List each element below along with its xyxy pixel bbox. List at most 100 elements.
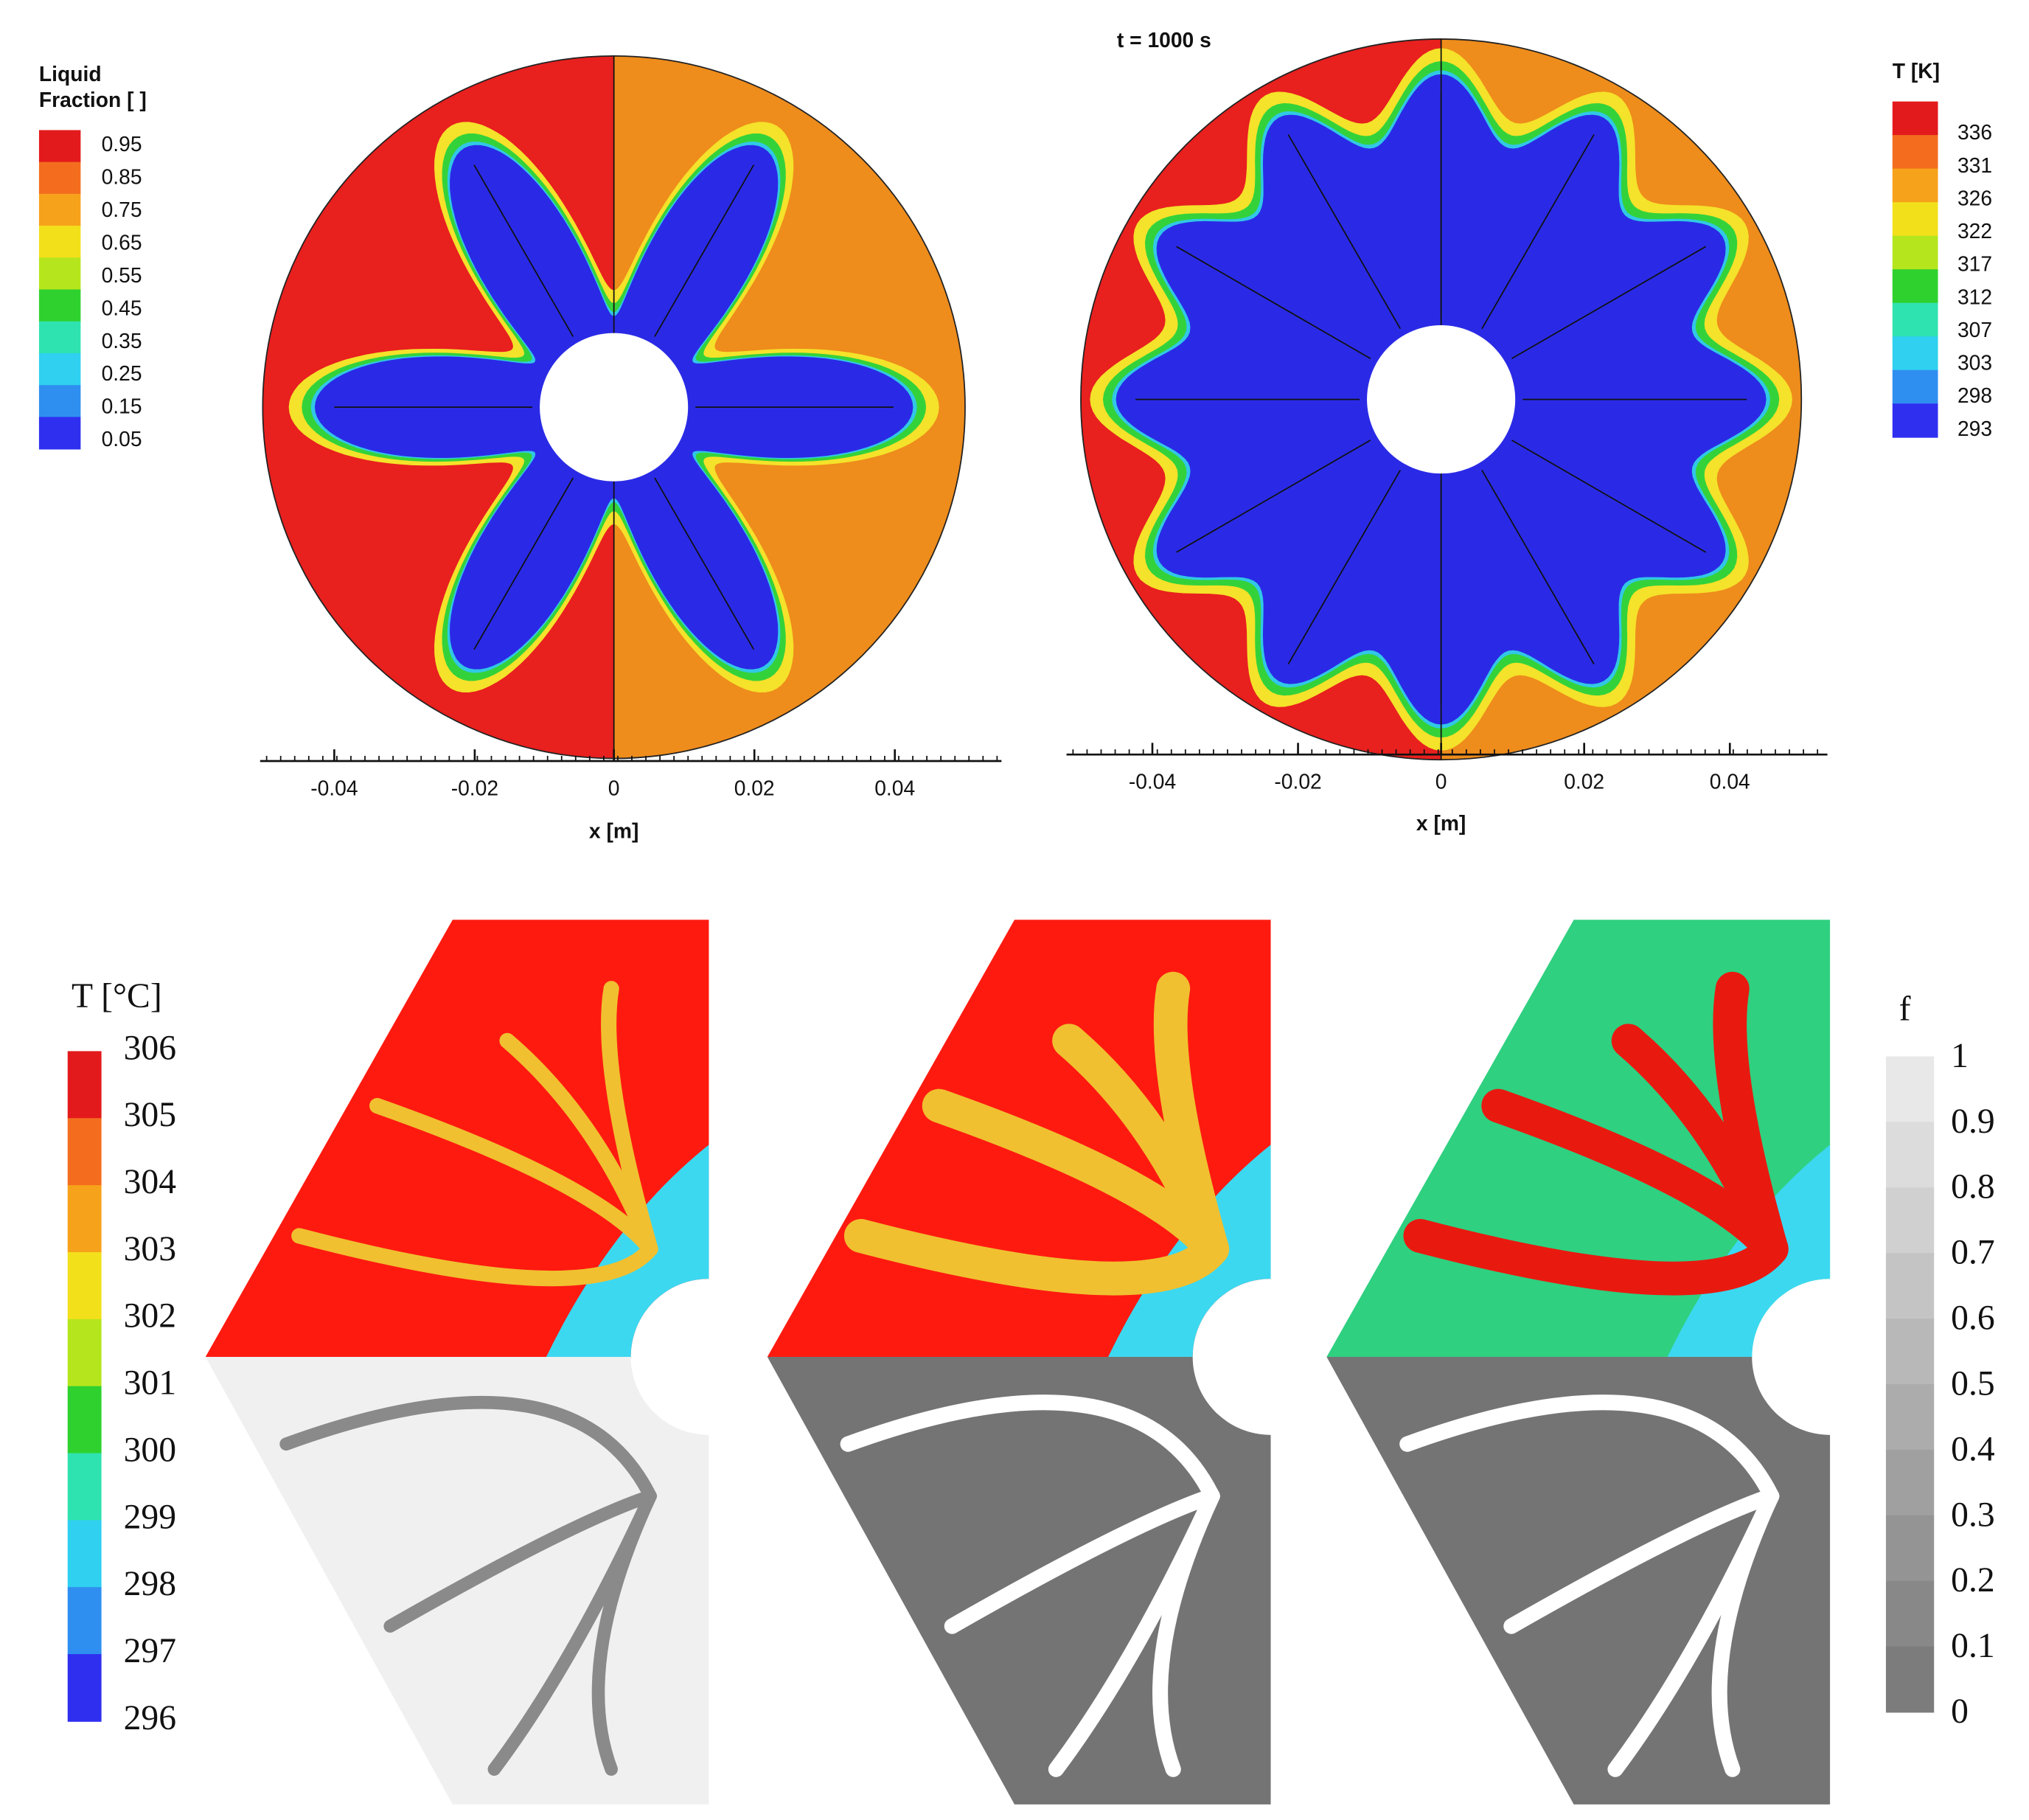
colorbar-label: 306: [124, 1029, 176, 1067]
colorbar-label: 0.45: [102, 296, 142, 319]
x-tick-label: -0.04: [310, 776, 358, 799]
x-tick-label: 0.02: [734, 776, 775, 799]
fin: [473, 164, 574, 337]
branch-fraction: [1503, 1488, 1780, 1634]
x-tick-label: 0.02: [1564, 769, 1604, 793]
colorbar-band: [1885, 1449, 1935, 1516]
colorbar-band: [67, 1251, 102, 1320]
colorbar-band: [1885, 1515, 1935, 1582]
x-tick-label: -0.04: [1129, 769, 1176, 793]
colorbar-band: [38, 130, 81, 163]
colorbar-band: [1892, 336, 1938, 371]
colorbar-title: Liquid: [39, 62, 102, 86]
colorbar-title: Fraction [ ]: [39, 88, 147, 111]
fin: [1176, 246, 1371, 360]
branch: [1403, 1218, 1789, 1296]
fin: [654, 164, 755, 337]
colorbar-band: [1885, 1253, 1935, 1319]
colorbar-label: 293: [1957, 417, 1992, 440]
colorbar-band: [1885, 1056, 1935, 1123]
branch-fraction: [1152, 1488, 1220, 1777]
colorbar-band: [1892, 101, 1938, 136]
branch-fraction: [944, 1488, 1220, 1634]
tube: [1367, 325, 1516, 474]
colorbar-label: 322: [1957, 219, 1992, 243]
colorbar-label: 0.1: [1951, 1627, 1995, 1665]
colorbar-band: [1892, 135, 1938, 170]
colorbar-label: 0: [1951, 1692, 1969, 1731]
colorbar-label: 301: [124, 1364, 176, 1403]
colorbar-band: [1892, 403, 1938, 438]
branch-fraction: [279, 1395, 657, 1503]
colorbar-label: 300: [124, 1431, 176, 1469]
colorbar-band: [1892, 235, 1938, 271]
colorbar-band: [67, 1185, 102, 1253]
colorbar-band: [1885, 1187, 1935, 1254]
colorbar-band: [67, 1520, 102, 1588]
colorbar-label: 298: [124, 1565, 176, 1603]
colorbar-band: [1892, 269, 1938, 304]
colorbar-band: [38, 417, 81, 450]
fin: [1481, 134, 1595, 330]
x-tick-label: 0: [608, 776, 620, 799]
colorbar-label: 0.6: [1951, 1299, 1995, 1338]
colorbar-band: [38, 352, 81, 386]
colorbar-band: [1885, 1319, 1935, 1385]
plot-title: t = 1000 s: [1117, 28, 1211, 52]
colorbar-label: 317: [1957, 252, 1992, 276]
colorbar-band: [1885, 1580, 1935, 1647]
branch: [843, 1218, 1230, 1296]
branch-fraction: [840, 1394, 1220, 1504]
x-axis-label: x [m]: [1416, 811, 1466, 835]
colorbar-label: 303: [1957, 351, 1992, 375]
colorbar-label: 0.8: [1951, 1168, 1995, 1206]
colorbar-label: 0.3: [1951, 1496, 1995, 1534]
x-tick-label: 0.04: [1710, 769, 1750, 793]
colorbar-label: 307: [1957, 318, 1992, 341]
fin: [654, 477, 755, 650]
colorbar-label: 0.25: [102, 361, 142, 385]
colorbar-label: 0.9: [1951, 1102, 1995, 1141]
fin: [1287, 469, 1402, 665]
fin: [1481, 469, 1595, 665]
colorbar-band: [38, 257, 81, 291]
colorbar-band: [1885, 1646, 1935, 1713]
colorbar-label: 298: [1957, 383, 1992, 407]
colorbar-label: 0.05: [102, 427, 142, 451]
colorbar-band: [38, 161, 81, 195]
colorbar-band: [38, 226, 81, 259]
colorbar-band: [67, 1319, 102, 1387]
colorbar-label: 0.75: [102, 198, 142, 221]
x-axis-label: x [m]: [589, 819, 638, 842]
colorbar-label: 0.35: [102, 329, 142, 352]
branch: [601, 981, 658, 1257]
colorbar-band: [38, 321, 81, 354]
colorbar-label: 1: [1951, 1037, 1969, 1075]
colorbar-label: 303: [124, 1230, 176, 1268]
branch-fraction: [383, 1489, 657, 1633]
colorbar-band: [67, 1051, 102, 1119]
branch: [291, 1228, 658, 1287]
colorbar-label: 302: [124, 1297, 176, 1336]
colorbar-label: 304: [124, 1163, 177, 1201]
colorbar-label: 326: [1957, 186, 1992, 209]
cold-core: [546, 1145, 709, 1357]
fin: [1287, 134, 1402, 330]
colorbar-band: [67, 1453, 102, 1521]
branch-fraction: [1711, 1488, 1780, 1777]
colorbar-label: 305: [124, 1096, 176, 1134]
colorbar-label: 0.95: [102, 132, 142, 156]
fin: [1511, 246, 1707, 360]
colorbar-band: [1892, 202, 1938, 237]
colorbar-band: [1885, 1384, 1935, 1451]
colorbar-band: [1892, 302, 1938, 338]
colorbar-label: 0.55: [102, 263, 142, 287]
colorbar-label: 297: [124, 1632, 176, 1670]
colorbar-label: 0.4: [1951, 1430, 1995, 1468]
tube: [540, 333, 689, 482]
colorbar-title: T [°C]: [72, 977, 162, 1015]
branch-fraction: [1399, 1394, 1780, 1504]
x-tick-label: -0.02: [1274, 769, 1321, 793]
